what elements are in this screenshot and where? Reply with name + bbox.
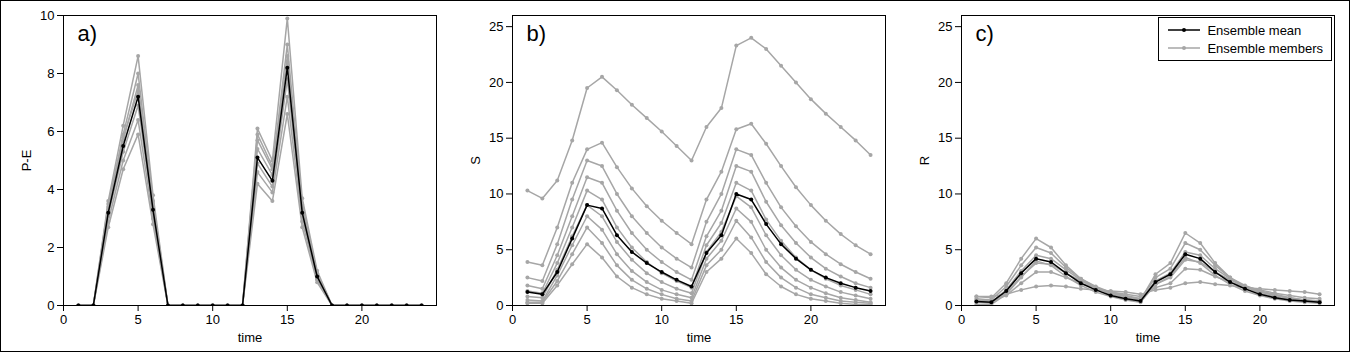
svg-text:20: 20 [804, 312, 818, 327]
svg-text:8: 8 [47, 66, 54, 81]
svg-text:time: time [238, 330, 263, 345]
svg-text:15: 15 [489, 130, 503, 145]
svg-text:20: 20 [489, 75, 503, 90]
svg-text:10: 10 [489, 186, 503, 201]
svg-text:15: 15 [729, 312, 743, 327]
svg-text:0: 0 [509, 312, 516, 327]
svg-text:P-E: P-E [19, 149, 34, 171]
svg-text:b): b) [527, 21, 547, 46]
html-text:Ensemble mean: Ensemble mean [1207, 22, 1302, 38]
svg-text:20: 20 [355, 312, 369, 327]
svg-text:10: 10 [1103, 312, 1117, 327]
svg-text:6: 6 [47, 124, 54, 139]
svg-text:2: 2 [47, 240, 54, 255]
svg-text:5: 5 [945, 242, 952, 257]
svg-text:0: 0 [47, 298, 54, 313]
svg-text:10: 10 [40, 8, 54, 23]
svg-text:15: 15 [1178, 312, 1192, 327]
svg-text:5: 5 [583, 312, 590, 327]
svg-text:0: 0 [496, 298, 503, 313]
html-text:Ensemble members: Ensemble members [1207, 40, 1323, 56]
svg-text:c): c) [976, 21, 994, 46]
svg-text:5: 5 [496, 242, 503, 257]
svg-text:10: 10 [205, 312, 219, 327]
svg-text:4: 4 [47, 182, 54, 197]
svg-text:0: 0 [60, 312, 67, 327]
svg-text:25: 25 [489, 19, 503, 34]
svg-text:time: time [687, 330, 712, 345]
svg-text:a): a) [78, 21, 98, 46]
svg-text:0: 0 [945, 298, 952, 313]
svg-text:0: 0 [958, 312, 965, 327]
svg-text:time: time [1136, 330, 1161, 345]
svg-text:5: 5 [134, 312, 141, 327]
svg-text:25: 25 [938, 19, 952, 34]
svg-text:10: 10 [938, 186, 952, 201]
svg-text:15: 15 [280, 312, 294, 327]
svg-text:20: 20 [1253, 312, 1267, 327]
svg-text:5: 5 [1032, 312, 1039, 327]
svg-text:15: 15 [938, 130, 952, 145]
svg-text:20: 20 [938, 75, 952, 90]
svg-text:10: 10 [654, 312, 668, 327]
svg-text:R: R [917, 156, 932, 165]
svg-text:S: S [468, 156, 483, 165]
